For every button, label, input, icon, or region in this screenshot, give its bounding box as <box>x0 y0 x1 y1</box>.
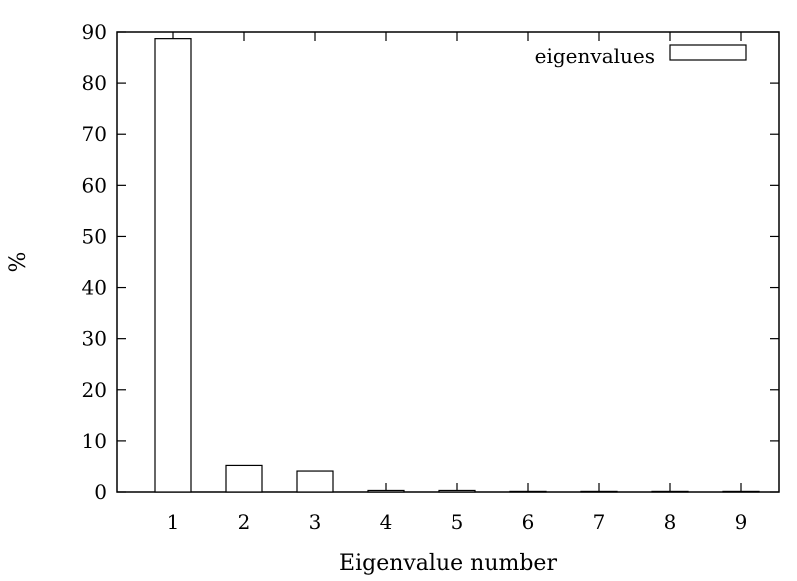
y-tick-label: 30 <box>82 327 107 351</box>
bar <box>580 490 618 493</box>
bar <box>438 489 476 493</box>
legend: eigenvalues <box>535 44 747 68</box>
x-tick-label: 2 <box>238 510 251 534</box>
x-tick-label: 8 <box>664 510 677 534</box>
bar <box>722 490 760 493</box>
x-tick-label: 5 <box>451 510 464 534</box>
y-tick-label: 60 <box>82 173 107 197</box>
y-tick-label: 20 <box>82 378 107 402</box>
x-tick-label: 1 <box>167 510 180 534</box>
y-tick-label: 40 <box>82 276 107 300</box>
x-tick-label: 6 <box>522 510 535 534</box>
y-axis: 0 10 20 30 40 50 60 70 80 90 <box>82 20 779 504</box>
x-tick-label: 3 <box>309 510 322 534</box>
y-tick-label: 50 <box>82 224 107 248</box>
bar-series <box>154 38 760 493</box>
y-tick-label: 0 <box>94 480 107 504</box>
bar <box>367 489 405 493</box>
x-axis: 1 2 3 4 5 6 7 8 9 <box>167 32 748 534</box>
legend-label: eigenvalues <box>535 44 655 68</box>
y-tick-label: 80 <box>82 71 107 95</box>
legend-swatch <box>669 44 747 61</box>
x-axis-label: Eigenvalue number <box>339 551 557 576</box>
x-tick-label: 4 <box>380 510 393 534</box>
x-tick-label: 7 <box>593 510 606 534</box>
y-tick-label: 70 <box>82 122 107 146</box>
bar <box>296 470 334 493</box>
bar <box>225 464 263 493</box>
bar <box>651 490 689 493</box>
x-tick-label: 9 <box>735 510 748 534</box>
y-tick-label: 90 <box>82 20 107 44</box>
bar <box>509 490 547 493</box>
y-tick-label: 10 <box>82 429 107 453</box>
bar <box>154 38 192 493</box>
plot-frame <box>116 31 780 493</box>
y-axis-label: % <box>6 252 31 273</box>
